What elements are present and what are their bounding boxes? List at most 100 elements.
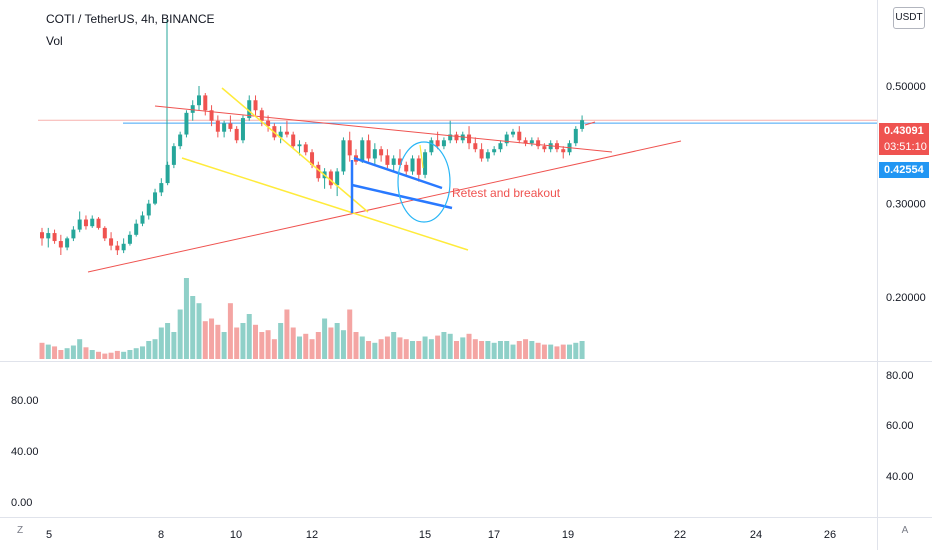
candle-body bbox=[347, 140, 352, 156]
candle bbox=[284, 120, 289, 138]
candle-body bbox=[171, 146, 176, 165]
candle-body bbox=[197, 95, 201, 106]
candle bbox=[341, 137, 346, 175]
candle bbox=[209, 105, 214, 127]
volume-bar bbox=[567, 344, 573, 359]
trend-drawings[interactable] bbox=[87, 87, 682, 273]
flag-upper-line bbox=[353, 156, 443, 190]
candle bbox=[171, 143, 176, 169]
volume-bar bbox=[133, 348, 139, 359]
candle-body bbox=[146, 203, 151, 216]
volume-bar bbox=[146, 341, 152, 359]
candle-body bbox=[328, 171, 333, 186]
candle bbox=[266, 115, 271, 132]
candle-body bbox=[341, 140, 346, 172]
candle bbox=[159, 178, 164, 197]
auto-scale-button[interactable]: A bbox=[901, 525, 909, 536]
candle-body bbox=[435, 140, 440, 147]
candle-body bbox=[71, 229, 76, 239]
candle bbox=[253, 95, 258, 116]
candle-body bbox=[372, 149, 377, 159]
candle-body bbox=[109, 238, 114, 246]
volume-legend[interactable]: Vol bbox=[46, 34, 63, 48]
price-tick-label: 0.30000 bbox=[886, 199, 926, 211]
ascending-trendline bbox=[87, 140, 682, 273]
volume-bar bbox=[403, 339, 409, 359]
volume-bar bbox=[89, 350, 95, 359]
candle-body bbox=[391, 158, 396, 165]
volume-bar bbox=[271, 339, 277, 359]
volume-bar bbox=[472, 339, 478, 359]
volume-bar bbox=[259, 332, 265, 359]
candle-body bbox=[240, 118, 245, 141]
volume-bar bbox=[70, 345, 76, 359]
candle bbox=[573, 126, 578, 147]
price-tick-label: 0.50000 bbox=[886, 81, 926, 93]
candle bbox=[498, 140, 503, 153]
volume-bar bbox=[77, 339, 83, 359]
volume-bar bbox=[384, 336, 390, 359]
candle-body bbox=[140, 215, 145, 224]
candle bbox=[178, 131, 183, 150]
retest-circle bbox=[397, 141, 451, 223]
candle bbox=[234, 126, 239, 144]
candle bbox=[410, 155, 415, 175]
candle bbox=[360, 137, 365, 163]
price-axis-labels[interactable]: 0.20000 0.30000 0.50000 bbox=[886, 81, 926, 304]
volume-bar bbox=[359, 336, 365, 359]
volume-bar bbox=[83, 347, 89, 359]
candle bbox=[479, 143, 484, 162]
candle-body bbox=[266, 120, 271, 127]
candle bbox=[429, 137, 434, 156]
candle-body bbox=[492, 149, 497, 153]
volume-bar bbox=[39, 342, 45, 359]
zoom-button[interactable]: Z bbox=[16, 525, 24, 536]
candle bbox=[102, 226, 107, 242]
candle bbox=[423, 149, 428, 179]
candle-body bbox=[454, 134, 459, 141]
volume-bar bbox=[58, 350, 64, 359]
volume-bar bbox=[491, 342, 497, 359]
candles[interactable] bbox=[40, 20, 585, 256]
volume-bar bbox=[560, 344, 566, 359]
candle-body bbox=[134, 223, 139, 235]
candle bbox=[58, 234, 63, 256]
volume-bar bbox=[516, 341, 522, 359]
candle-body bbox=[222, 123, 227, 132]
retest-marker bbox=[419, 144, 424, 169]
volume-bar bbox=[202, 321, 208, 359]
price-tick-label: 0.20000 bbox=[886, 292, 926, 304]
price-lines bbox=[38, 119, 877, 124]
candle-body bbox=[429, 140, 434, 153]
candle-body bbox=[511, 131, 515, 135]
symbol-title[interactable]: COTI / TetherUS, 4h, BINANCE bbox=[46, 12, 215, 26]
candle bbox=[473, 137, 478, 153]
candle bbox=[52, 229, 57, 244]
candle-body bbox=[504, 134, 509, 144]
time-tick-label: 8 bbox=[158, 529, 164, 541]
volume-bar bbox=[353, 332, 359, 359]
candle-body bbox=[448, 134, 453, 141]
candle-body bbox=[316, 164, 321, 179]
candle-body bbox=[96, 218, 101, 228]
candle bbox=[416, 155, 421, 182]
candle-body bbox=[40, 232, 44, 239]
candle-body bbox=[228, 123, 233, 129]
time-tick-label: 24 bbox=[750, 529, 762, 541]
candle bbox=[96, 217, 101, 230]
volume-bar bbox=[278, 323, 284, 359]
candle bbox=[140, 211, 145, 227]
candle-body bbox=[467, 134, 472, 144]
candle bbox=[203, 93, 208, 116]
candle-body bbox=[523, 140, 528, 144]
time-axis-labels[interactable]: 5 8 10 12 15 17 19 22 24 26 bbox=[46, 529, 836, 541]
currency-button[interactable]: USDT bbox=[893, 7, 925, 29]
countdown-tag: 03:51:10 bbox=[879, 139, 929, 155]
candle-body bbox=[366, 140, 371, 159]
flag-lower-line bbox=[351, 183, 453, 210]
volume-bar bbox=[322, 318, 328, 359]
candle-body bbox=[159, 183, 164, 193]
candle bbox=[291, 131, 296, 150]
candle-body bbox=[561, 149, 566, 153]
